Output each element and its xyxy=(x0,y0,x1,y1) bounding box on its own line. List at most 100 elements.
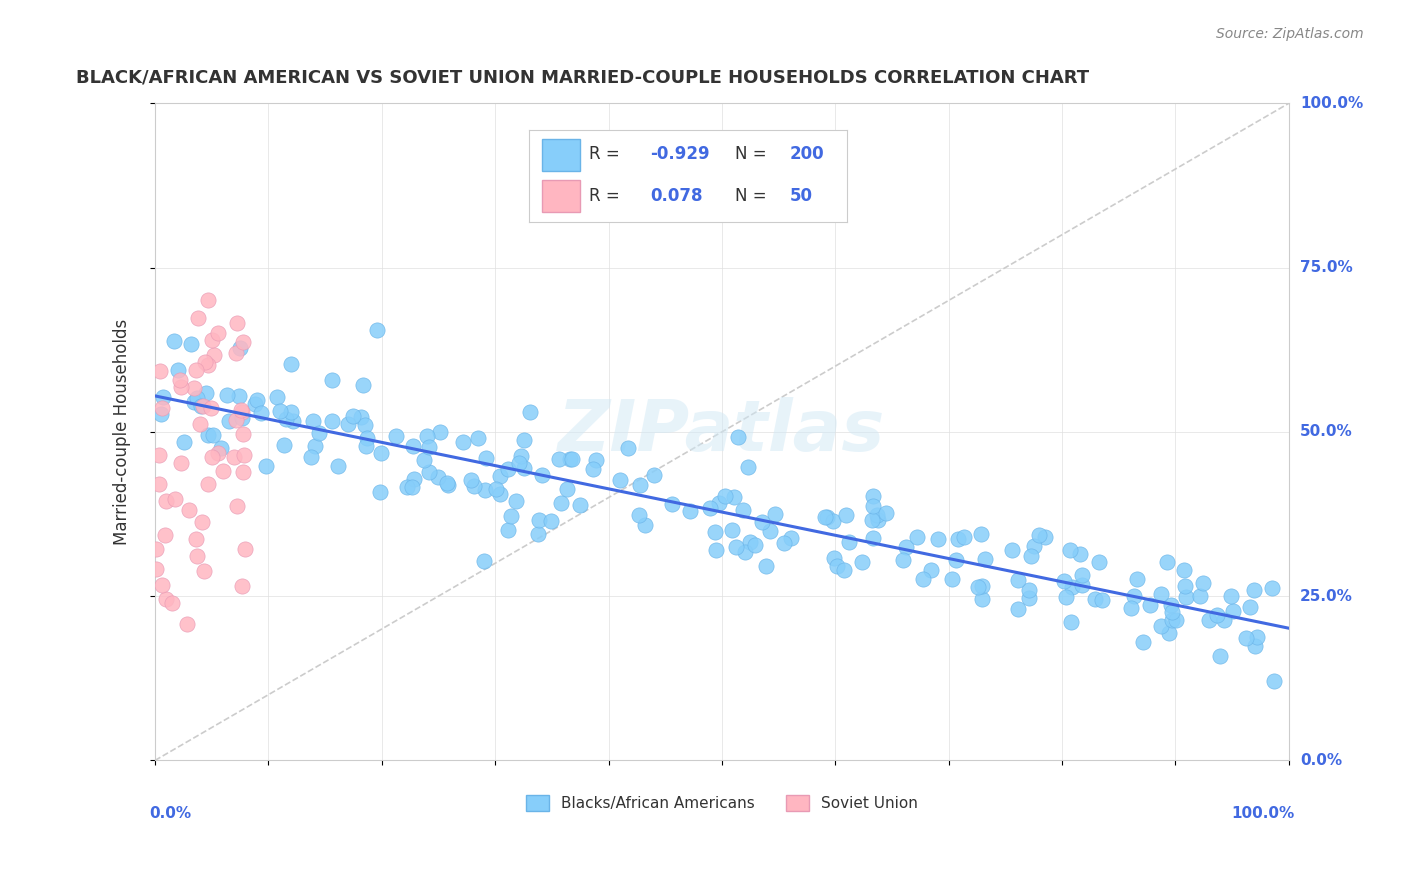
Blacks/African Americans xyxy=(501,509,523,524)
Blacks/African Americans xyxy=(437,477,460,491)
Text: 0.0%: 0.0% xyxy=(149,806,191,822)
Blacks/African Americans xyxy=(860,513,883,527)
Blacks/African Americans xyxy=(1246,630,1268,644)
Blacks/African Americans xyxy=(550,496,572,510)
Blacks/African Americans xyxy=(548,451,571,466)
Blacks/African Americans xyxy=(197,428,219,442)
Blacks/African Americans xyxy=(246,392,269,407)
Soviet Union xyxy=(186,549,208,563)
Blacks/African Americans xyxy=(755,558,778,573)
Blacks/African Americans xyxy=(617,441,640,455)
Blacks/African Americans xyxy=(699,501,721,516)
Blacks/African Americans xyxy=(744,538,766,552)
Text: Source: ZipAtlas.com: Source: ZipAtlas.com xyxy=(1216,27,1364,41)
Blacks/African Americans xyxy=(862,531,884,545)
Soviet Union xyxy=(150,401,173,415)
Blacks/African Americans xyxy=(366,323,388,337)
Blacks/African Americans xyxy=(1174,590,1197,604)
Blacks/African Americans xyxy=(384,428,406,442)
Blacks/African Americans xyxy=(1019,549,1042,564)
Blacks/African Americans xyxy=(180,336,202,351)
Blacks/African Americans xyxy=(402,439,425,453)
Blacks/African Americans xyxy=(304,439,326,453)
Blacks/African Americans xyxy=(228,389,250,403)
Blacks/African Americans xyxy=(720,524,742,538)
Blacks/African Americans xyxy=(280,357,302,371)
Soviet Union xyxy=(225,346,247,360)
Blacks/African Americans xyxy=(245,397,267,411)
Blacks/African Americans xyxy=(733,503,755,517)
Soviet Union xyxy=(201,333,224,347)
Blacks/African Americans xyxy=(218,414,240,428)
Blacks/African Americans xyxy=(1209,648,1232,663)
Blacks/African Americans xyxy=(489,487,512,501)
Blacks/African Americans xyxy=(510,449,533,463)
Blacks/African Americans xyxy=(152,390,174,404)
Blacks/African Americans xyxy=(628,478,651,492)
Soviet Union xyxy=(169,373,191,387)
Text: 100.0%: 100.0% xyxy=(1301,95,1364,111)
Soviet Union xyxy=(197,293,219,307)
Blacks/African Americans xyxy=(851,555,873,569)
Blacks/African Americans xyxy=(186,392,208,406)
Blacks/African Americans xyxy=(1070,567,1092,582)
Blacks/African Americans xyxy=(751,515,773,529)
Blacks/African Americans xyxy=(426,470,449,484)
Blacks/African Americans xyxy=(643,467,665,482)
Blacks/African Americans xyxy=(865,508,887,522)
Soviet Union xyxy=(165,492,187,507)
Blacks/African Americans xyxy=(759,524,782,538)
Blacks/African Americans xyxy=(1139,598,1161,612)
Blacks/African Americans xyxy=(231,411,253,425)
Text: 25.0%: 25.0% xyxy=(1301,589,1353,604)
Blacks/African Americans xyxy=(679,504,702,518)
Blacks/African Americans xyxy=(302,414,325,428)
Blacks/African Americans xyxy=(1126,572,1149,586)
Blacks/African Americans xyxy=(356,431,378,445)
Blacks/African Americans xyxy=(1222,604,1244,618)
Soviet Union xyxy=(232,465,254,479)
Blacks/African Americans xyxy=(1022,539,1045,553)
Soviet Union xyxy=(176,617,198,632)
Blacks/African Americans xyxy=(946,532,969,546)
Blacks/African Americans xyxy=(941,572,963,586)
Blacks/African Americans xyxy=(1213,613,1236,627)
Blacks/African Americans xyxy=(1189,589,1212,603)
Blacks/African Americans xyxy=(1084,591,1107,606)
Blacks/African Americans xyxy=(970,591,993,606)
Blacks/African Americans xyxy=(266,390,288,404)
Blacks/African Americans xyxy=(661,496,683,510)
Blacks/African Americans xyxy=(773,536,796,550)
Blacks/African Americans xyxy=(401,480,423,494)
Blacks/African Americans xyxy=(714,489,737,503)
Blacks/African Americans xyxy=(1054,590,1077,604)
Blacks/African Americans xyxy=(463,479,485,493)
Soviet Union xyxy=(155,494,177,508)
Soviet Union xyxy=(160,596,183,610)
Blacks/African Americans xyxy=(724,540,747,554)
Blacks/African Americans xyxy=(530,468,553,483)
Blacks/African Americans xyxy=(1173,563,1195,577)
Blacks/African Americans xyxy=(703,524,725,539)
Soviet Union xyxy=(197,358,219,372)
Blacks/African Americans xyxy=(706,542,728,557)
Blacks/African Americans xyxy=(891,553,914,567)
Blacks/African Americans xyxy=(512,461,534,475)
Blacks/African Americans xyxy=(529,513,551,527)
Blacks/African Americans xyxy=(1150,587,1173,601)
Blacks/African Americans xyxy=(832,563,855,577)
Text: 100.0%: 100.0% xyxy=(1232,806,1295,822)
Blacks/African Americans xyxy=(352,378,374,392)
Soviet Union xyxy=(232,427,254,442)
Blacks/African Americans xyxy=(1161,613,1184,627)
Blacks/African Americans xyxy=(561,452,583,467)
Blacks/African Americans xyxy=(217,388,239,402)
Blacks/African Americans xyxy=(1028,527,1050,541)
Soviet Union xyxy=(191,400,214,414)
Soviet Union xyxy=(231,579,253,593)
Blacks/African Americans xyxy=(395,480,418,494)
Blacks/African Americans xyxy=(967,580,990,594)
Blacks/African Americans xyxy=(1071,578,1094,592)
Blacks/African Americans xyxy=(202,428,225,442)
Soviet Union xyxy=(197,476,219,491)
